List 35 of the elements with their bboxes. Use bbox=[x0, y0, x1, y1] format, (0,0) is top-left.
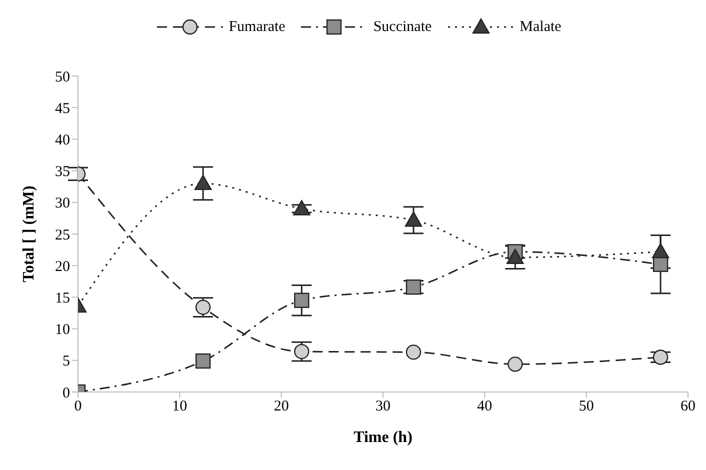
y-tick-label: 25 bbox=[55, 227, 70, 244]
y-tick-label: 0 bbox=[62, 385, 70, 402]
x-tick-label: 0 bbox=[74, 398, 82, 415]
y-tick-label: 20 bbox=[55, 258, 70, 275]
x-tick-label: 20 bbox=[274, 398, 289, 415]
y-axis-title: Total [ ] (mM) bbox=[20, 186, 38, 282]
point bbox=[508, 356, 523, 372]
y-tick-label: 10 bbox=[55, 322, 70, 338]
point bbox=[294, 292, 310, 308]
y-tick-label: 35 bbox=[55, 164, 70, 180]
point bbox=[294, 344, 310, 360]
point bbox=[293, 200, 310, 216]
y-tick-label: 5 bbox=[62, 354, 70, 370]
y-tick-label: 45 bbox=[55, 100, 70, 117]
y-tick-label: 40 bbox=[55, 132, 70, 149]
x-tick-label: 40 bbox=[477, 398, 492, 415]
x-tick-label: 60 bbox=[680, 398, 696, 415]
x-tick-label: 50 bbox=[578, 398, 594, 415]
legend-label: Fumarate bbox=[228, 18, 286, 36]
y-tick-label: 15 bbox=[55, 290, 70, 307]
x-tick-label: 10 bbox=[172, 398, 188, 415]
legend-label: Succinate bbox=[373, 18, 432, 36]
point bbox=[406, 279, 422, 295]
point bbox=[194, 174, 212, 190]
point bbox=[195, 353, 211, 369]
point bbox=[404, 211, 422, 227]
point bbox=[652, 350, 668, 365]
y-tick-label: 50 bbox=[55, 69, 70, 86]
point bbox=[506, 248, 524, 264]
legend-label: Malate bbox=[520, 18, 562, 36]
point bbox=[406, 344, 422, 360]
y-tick-label: 30 bbox=[55, 196, 70, 212]
point bbox=[652, 243, 670, 258]
x-tick-label: 30 bbox=[376, 398, 390, 415]
x-axis-title: Time (h) bbox=[354, 429, 412, 446]
